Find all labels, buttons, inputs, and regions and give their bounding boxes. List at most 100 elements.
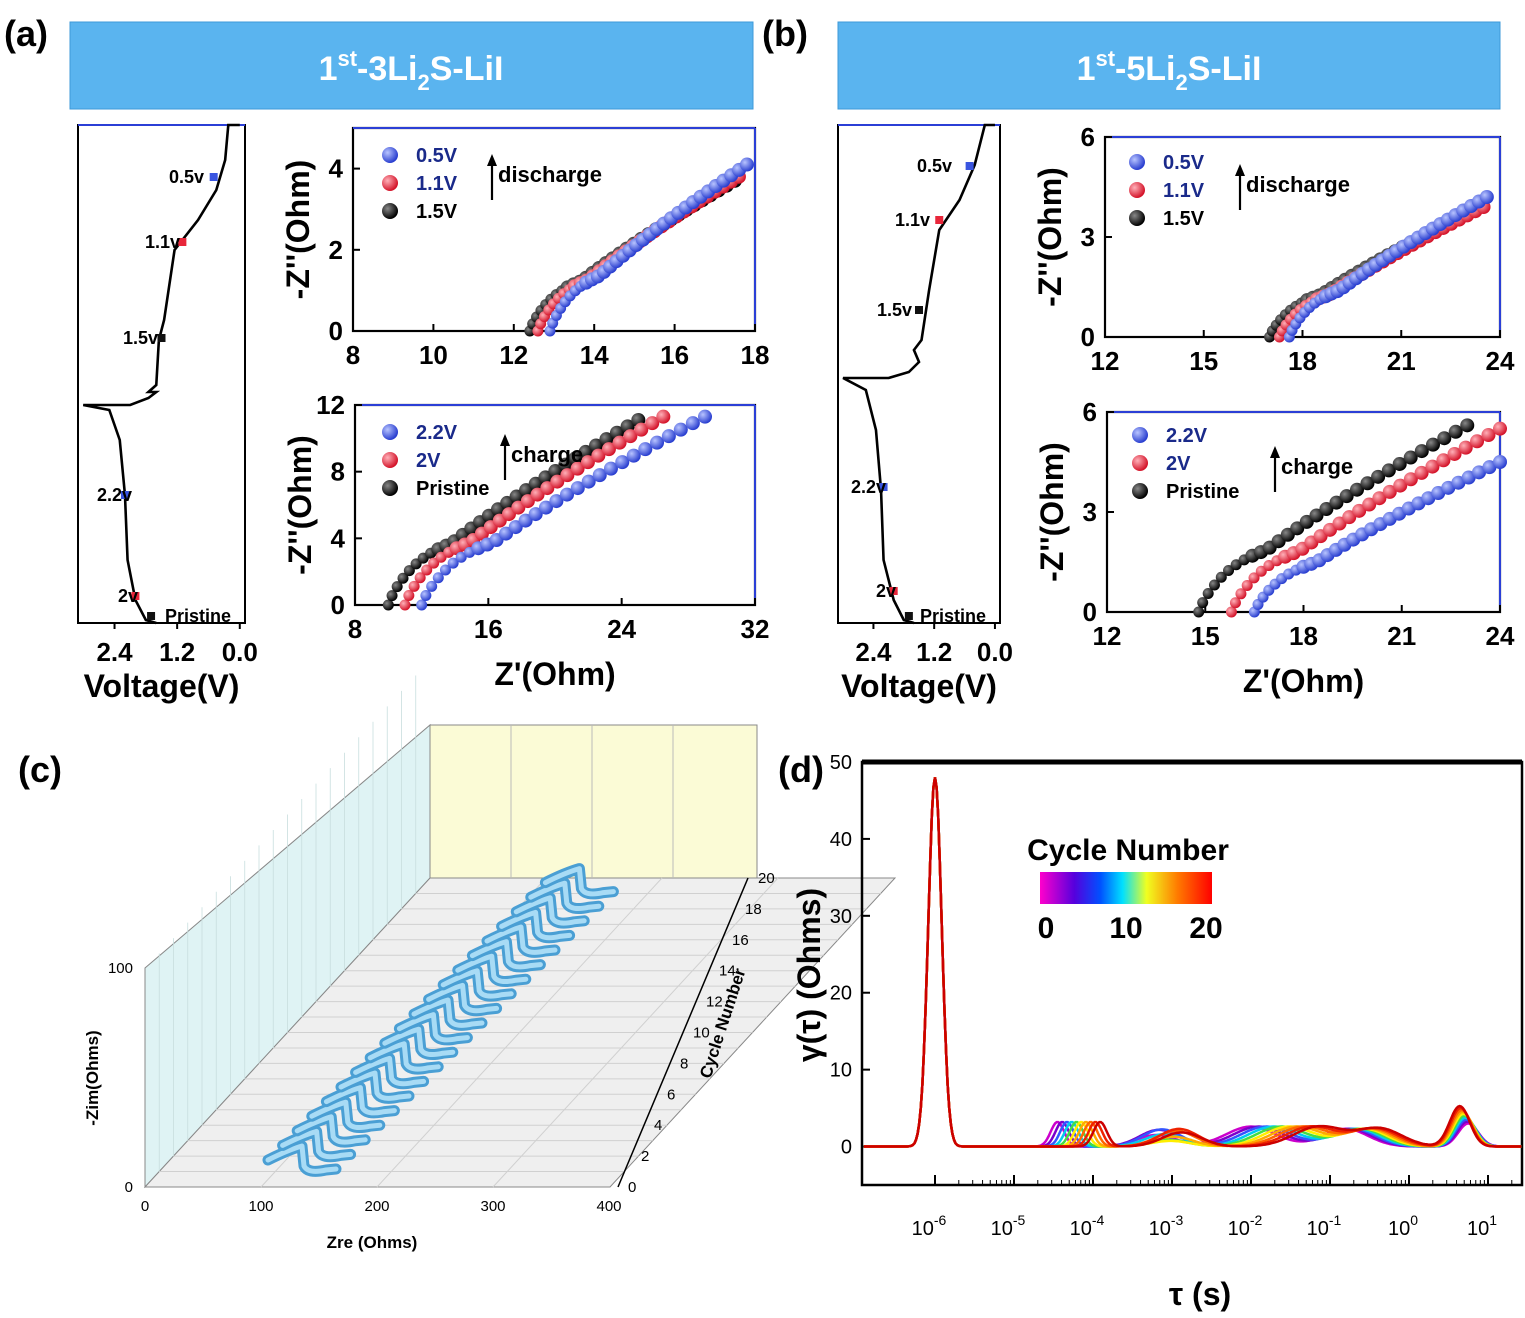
legend-marker (382, 424, 398, 440)
z-tick-label: 0 (628, 1179, 636, 1196)
legend-label: Pristine (416, 478, 489, 500)
x-tick-label: 14 (580, 340, 609, 370)
legend-marker (382, 480, 398, 496)
z-tick-label: 20 (758, 870, 775, 887)
legend-label: 0.5V (1163, 152, 1205, 174)
data-point (570, 461, 585, 476)
data-point (386, 590, 398, 602)
data-point (1329, 495, 1344, 510)
cycle-curve-highlight (469, 939, 543, 970)
data-point (1223, 564, 1235, 576)
data-point (1403, 472, 1418, 487)
data-point (403, 565, 415, 577)
cycle-curve-highlight (338, 1070, 412, 1101)
legend-marker (382, 175, 398, 191)
y-tick-label: 3 (1083, 497, 1097, 527)
data-point (538, 500, 553, 515)
nyquist-a-discharge: 8 10 12 14 16 18 0 2 4 -Z''(Ohm) 0.5V 1.1V 1.5V disch… (280, 126, 770, 370)
data-point (447, 557, 459, 569)
colorbar-tick-label: 10 (1109, 912, 1142, 945)
cycle-curve-highlight (426, 982, 500, 1014)
voltage-marker-label: 2.2v (97, 485, 132, 505)
back-wall (429, 724, 758, 879)
legend-label: 1.1V (416, 173, 458, 195)
voltage-marker-label: 1.1v (895, 210, 930, 230)
data-point (1470, 434, 1485, 449)
legend-label: 0.5V (416, 145, 458, 167)
nyquist-b-charge: 12 15 18 21 24 0 3 6 -Z''(Ohm) Z'(Ohm) 2.2V 2V Prist… (1034, 397, 1515, 699)
cycle-curve-highlight (411, 997, 485, 1028)
drt-frame (860, 760, 1524, 1187)
x-tick-label: 10-1 (1307, 1212, 1342, 1240)
data-point (1414, 465, 1429, 480)
drt-curve (863, 777, 1522, 1148)
data-point (518, 513, 533, 528)
legend-marker (382, 203, 398, 219)
data-point (1437, 431, 1452, 446)
x-tick-label: 100 (1388, 1212, 1418, 1240)
drt-curve (863, 777, 1522, 1148)
voltage-marker (120, 491, 129, 499)
x-tick-label: 12 (499, 340, 528, 370)
x-tick-label: 100 (248, 1198, 273, 1215)
z-tick-label: 18 (745, 901, 762, 918)
x-tick-label: 18 (1289, 621, 1318, 651)
cycle-curve-highlight (353, 1055, 427, 1087)
data-point (421, 564, 433, 576)
y-axis-title: γ(τ) (Ohms) (791, 888, 827, 1062)
arrow-label: discharge (498, 162, 602, 187)
data-point (1241, 579, 1253, 591)
drt-curve (863, 777, 1522, 1148)
data-point (426, 580, 438, 592)
legend-marker (1129, 182, 1145, 198)
voltage-marker (915, 306, 923, 314)
legend-marker (382, 147, 398, 163)
legend-label: 1.5V (1163, 208, 1205, 230)
voltage-frame (77, 124, 246, 624)
cycle-curve-highlight (367, 1041, 441, 1072)
data-point (548, 464, 563, 479)
cycle-curve-highlight (499, 909, 573, 941)
data-point (698, 409, 712, 424)
x-tick-label: 18 (741, 340, 770, 370)
data-point (1263, 560, 1275, 572)
data-point (558, 457, 573, 472)
data-point (399, 599, 411, 611)
voltage-marker (157, 334, 166, 342)
panel-label-d: (d) (778, 749, 824, 790)
data-point (685, 416, 700, 431)
data-point (570, 481, 585, 496)
x-tick-label: 0 (141, 1198, 149, 1215)
banner-a-title: 1st-3Li2S-LiI (319, 46, 504, 95)
cycle-curve-highlight (455, 953, 529, 985)
data-point (1349, 482, 1364, 497)
x-tick-label: 24 (1486, 621, 1515, 651)
colorbar-tick-label: 0 (1038, 912, 1055, 945)
z-tick-label: 8 (680, 1055, 688, 1072)
data-point (1255, 565, 1267, 577)
data-point (414, 572, 426, 584)
x-tick-label: 18 (1288, 346, 1317, 376)
z-tick-label: 16 (732, 932, 749, 949)
voltage-frame (837, 124, 1001, 624)
data-point (626, 448, 641, 463)
data-point (656, 409, 671, 424)
z-tick-label: 6 (667, 1086, 675, 1103)
data-point (1425, 459, 1440, 474)
data-point (1392, 456, 1407, 471)
drt-curve (863, 777, 1522, 1148)
y-tick-label: 0 (329, 316, 343, 346)
y-tick-label: 10 (830, 1060, 852, 1082)
data-point (420, 589, 432, 601)
data-point (1382, 484, 1397, 499)
data-point (1472, 465, 1487, 480)
x-tick-label: 10-6 (912, 1212, 947, 1240)
colorbar-tick-label: 20 (1189, 912, 1222, 945)
x-tick-label: 32 (741, 614, 770, 644)
voltage-axis-title: Voltage(V) (84, 668, 240, 704)
legend-label: Pristine (1166, 481, 1239, 503)
cycle-curve-highlight (265, 1143, 339, 1174)
y-tick-label: 0 (1081, 322, 1095, 352)
